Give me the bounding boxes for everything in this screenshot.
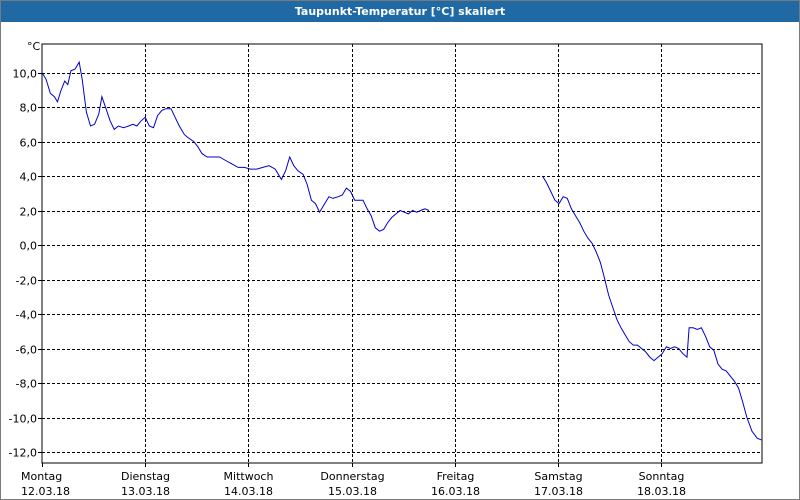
x-tick-date-6: 18.03.18 (637, 485, 686, 498)
series-line-segment-0-0 (41, 60, 430, 232)
x-tick-date-1: 13.03.18 (121, 485, 170, 498)
x-tick-day-4: Freitag (437, 470, 475, 483)
series-line (41, 60, 762, 441)
y-tick-label-2: 6,0 (20, 137, 38, 150)
dewpoint-chart: 10,0 8,0 6,0 4,0 2,0 0,0 -2,0 -4,0 -6,0 -8,0 -10,0… (9, 40, 763, 498)
x-tick-day-3: Donnerstag (320, 470, 384, 483)
window-title: Taupunkt-Temperatur [°C] skaliert (1, 1, 799, 22)
y-tick-label-0: 10,0 (13, 68, 38, 81)
y-tick-label-5: 0,0 (20, 240, 38, 253)
y-tick-label-8: -6,0 (16, 344, 37, 357)
y-tick-label-11: -12,0 (9, 447, 37, 460)
x-tick-date-4: 16.03.18 (431, 485, 480, 498)
y-tick-label-1: 8,0 (20, 102, 38, 115)
y-axis-unit-label: °C (27, 40, 41, 53)
x-tick-date-2: 14.03.18 (224, 485, 273, 498)
x-tick-date-3: 15.03.18 (328, 485, 377, 498)
x-tick-date-5: 17.03.18 (534, 485, 583, 498)
y-tick-label-10: -10,0 (9, 413, 37, 426)
y-tick-label-4: 2,0 (20, 206, 38, 219)
x-tick-day-1: Dienstag (121, 470, 170, 483)
x-tick-date-0: 12.03.18 (21, 485, 70, 498)
x-tick-day-6: Sonntag (639, 470, 685, 483)
series-line-segment-0-1 (542, 175, 762, 441)
x-tick-day-0: Montag (21, 470, 62, 483)
y-tick-label-7: -4,0 (16, 309, 37, 322)
y-tick-label-9: -8,0 (16, 378, 37, 391)
x-tick-day-5: Samstag (534, 470, 582, 483)
y-tick-label-3: 4,0 (20, 171, 38, 184)
y-tick-label-6: -2,0 (16, 275, 37, 288)
x-axis-ticks: Montag 12.03.18 Dienstag 13.03.18 Mittwoch 14… (21, 463, 686, 498)
plot-area (41, 43, 763, 464)
x-tick-day-2: Mittwoch (224, 470, 274, 483)
y-axis-ticks: 10,0 8,0 6,0 4,0 2,0 0,0 -2,0 -4,0 -6,0 -8,0 -10,0… (9, 68, 42, 460)
